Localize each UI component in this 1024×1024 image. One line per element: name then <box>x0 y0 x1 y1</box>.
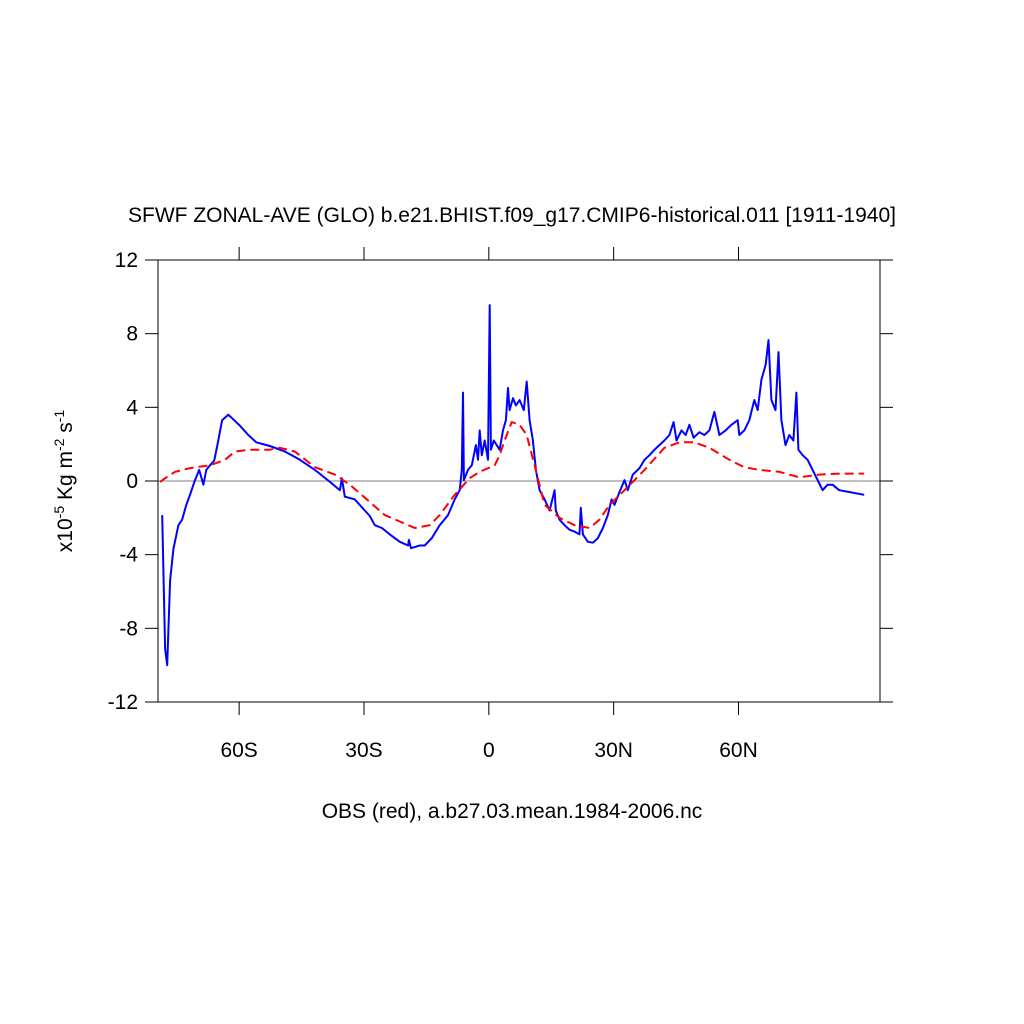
x-tick-label: 30N <box>594 739 633 762</box>
y-axis-label-part: Kg m <box>54 451 77 506</box>
plot-frame <box>157 259 881 703</box>
y-tick-label: 4 <box>126 396 138 419</box>
x-tick-label: 30S <box>345 739 382 762</box>
y-axis-label-sup: -5 <box>51 506 67 519</box>
chart-title: SFWF ZONAL-AVE (GLO) b.e21.BHIST.f09_g17… <box>128 204 896 227</box>
y-tick-label: 12 <box>115 249 138 272</box>
y-tick-label: 8 <box>126 323 138 346</box>
y-tick-label: 0 <box>126 470 138 493</box>
series-line <box>161 304 865 667</box>
x-tick-label: 60N <box>719 739 758 762</box>
y-axis-label-part: s <box>54 422 77 438</box>
y-tick-label: -8 <box>119 617 138 640</box>
series-line <box>159 421 865 529</box>
y-tick-label: -4 <box>119 544 138 567</box>
note: OBS (red), a.b27.03.mean.1984-2006.nc <box>322 800 703 823</box>
y-tick-label: -12 <box>108 691 138 714</box>
x-tick-label: 60S <box>220 739 257 762</box>
x-tick-label: 0 <box>483 739 495 762</box>
y-axis-label-part: x10 <box>54 518 77 552</box>
y-axis-label-sup: -2 <box>51 438 67 451</box>
y-axis-label-sup: -1 <box>51 410 67 423</box>
y-axis-label: x10-5 Kg m-2 s-1 <box>51 410 77 553</box>
